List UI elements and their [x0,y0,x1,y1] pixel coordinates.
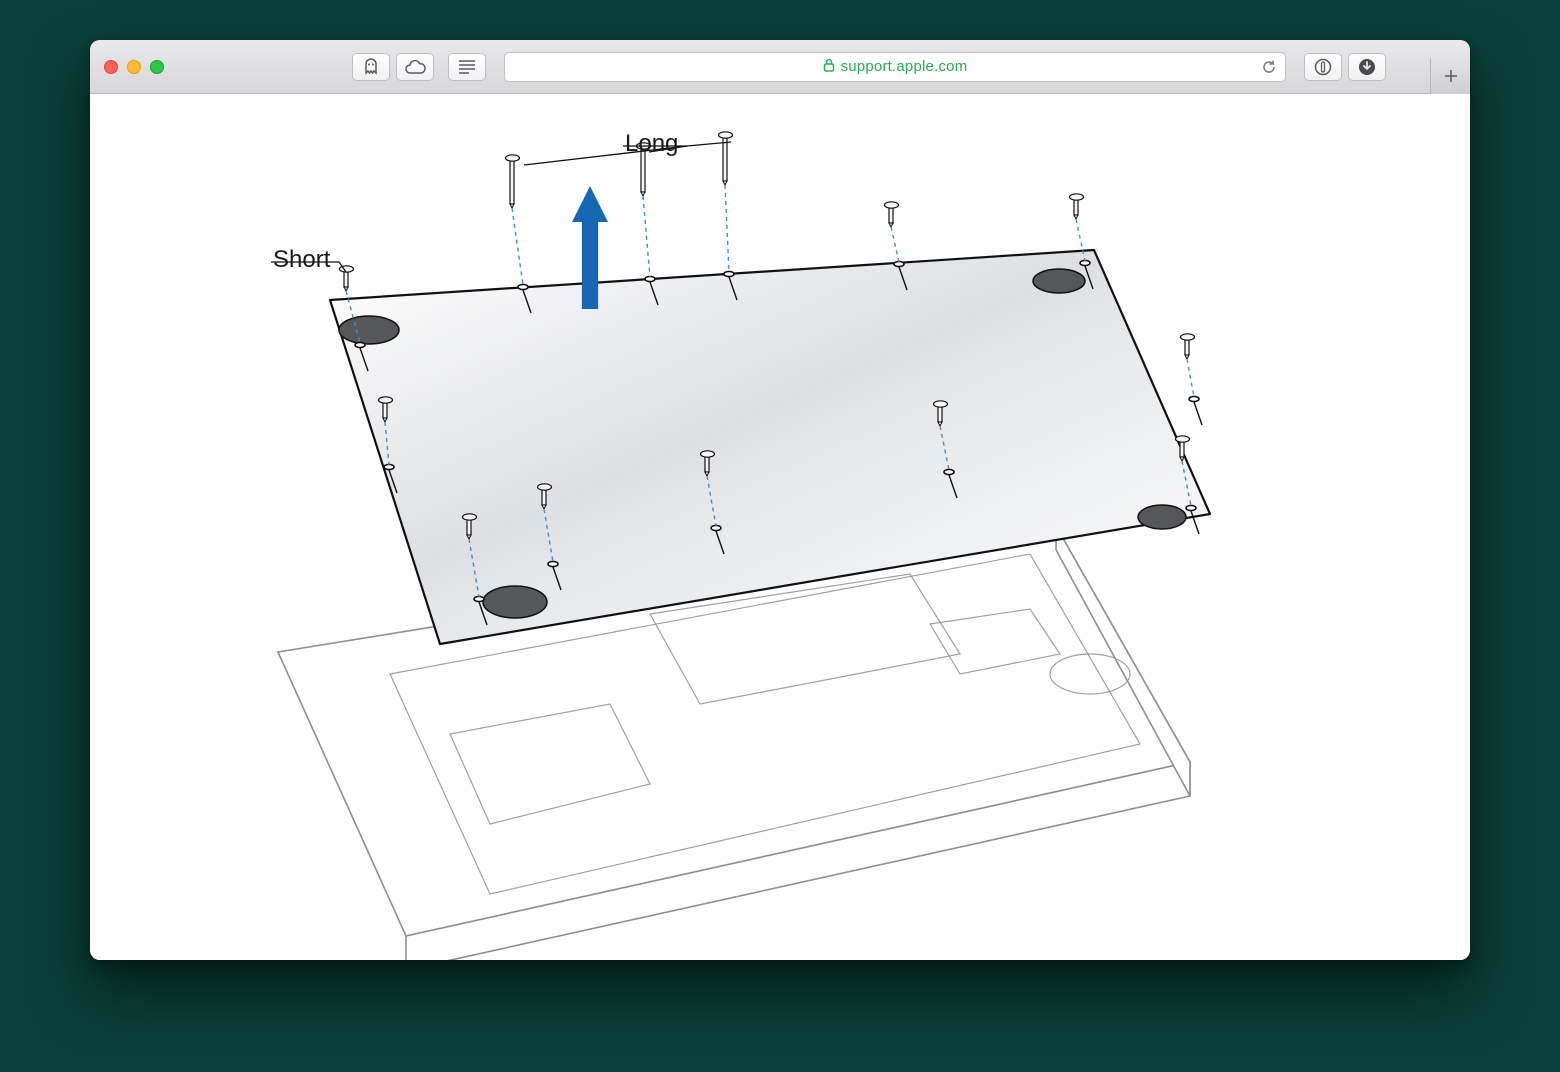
page-content: Short Long [90,94,1470,960]
traffic-lights [104,60,164,74]
toolbar-right-buttons [1304,53,1386,81]
toolbar-left-buttons [352,53,434,81]
reader-view-button[interactable] [448,53,486,81]
new-tab-button[interactable] [1430,58,1470,94]
extension-ghostery-button[interactable] [352,53,390,81]
icloud-tabs-button[interactable] [396,53,434,81]
address-bar[interactable]: support.apple.com [504,52,1286,82]
zoom-window-button[interactable] [150,60,164,74]
close-window-button[interactable] [104,60,118,74]
address-text: support.apple.com [841,58,968,75]
safari-window: support.apple.com [90,40,1470,960]
lock-icon [823,58,835,76]
minimize-window-button[interactable] [127,60,141,74]
downloads-button[interactable] [1348,53,1386,81]
label-short: Short [273,246,330,274]
extension-1password-button[interactable] [1304,53,1342,81]
browser-toolbar: support.apple.com [90,40,1470,94]
label-long: Long [625,130,678,158]
macbook-bottom-case-diagram: Short Long [90,94,1470,960]
reload-button[interactable] [1261,59,1277,75]
